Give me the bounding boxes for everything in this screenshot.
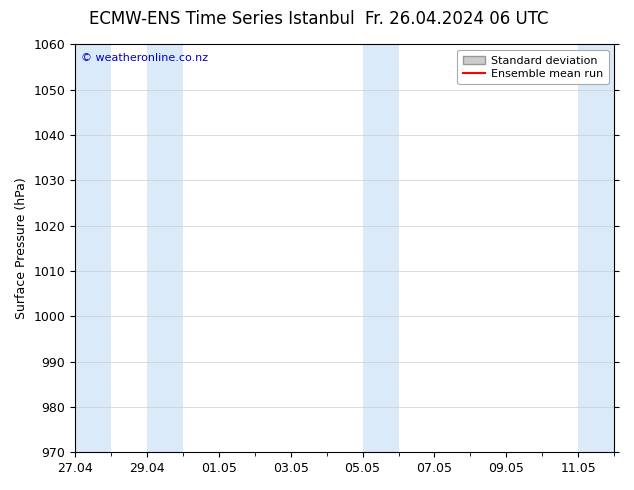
Bar — [147, 45, 183, 452]
Bar — [363, 45, 399, 452]
Text: Fr. 26.04.2024 06 UTC: Fr. 26.04.2024 06 UTC — [365, 10, 548, 28]
Bar — [578, 45, 614, 452]
Text: © weatheronline.co.nz: © weatheronline.co.nz — [81, 52, 208, 63]
Legend: Standard deviation, Ensemble mean run: Standard deviation, Ensemble mean run — [458, 50, 609, 84]
Text: ECMW-ENS Time Series Istanbul: ECMW-ENS Time Series Istanbul — [89, 10, 354, 28]
Y-axis label: Surface Pressure (hPa): Surface Pressure (hPa) — [15, 177, 28, 319]
Bar — [75, 45, 111, 452]
